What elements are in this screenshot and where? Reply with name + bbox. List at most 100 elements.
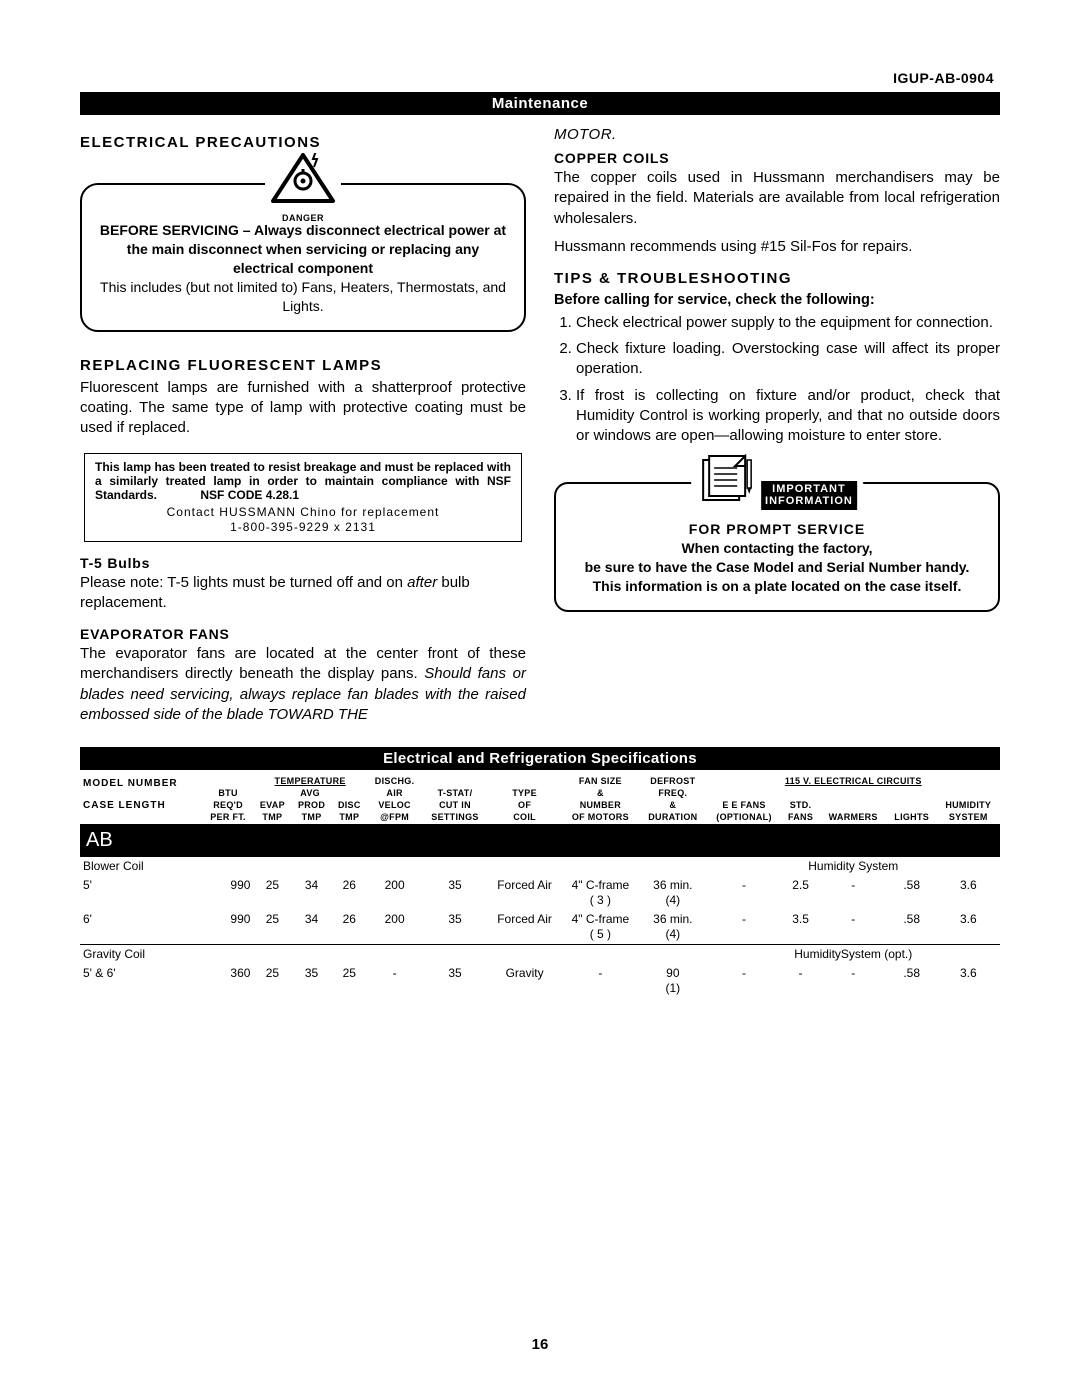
h-temp: Temperature [253,776,366,788]
t5-a: Please note: T-5 lights must be turned o… [80,574,407,591]
spec-cell: .58 [887,876,937,910]
spec-thead: Model Number Case Length Temperature Dis… [80,776,1000,824]
left-column: ELECTRICAL PRECAUTIONS DANGER BEFORE SER… [80,125,526,725]
section-label: Gravity Coil [80,944,707,964]
h-ofm: of Motors [562,812,640,824]
danger-bold-text: BEFORE SERVICING – Always disconnect ele… [98,221,508,278]
h-fan: Fan Size [562,776,640,788]
spec-cell: .58 [887,910,937,945]
danger-box: DANGER BEFORE SERVICING – Always disconn… [80,183,526,331]
spec-table: Model Number Case Length Temperature Dis… [80,776,1000,998]
spec-cell: .58 [887,964,937,998]
h-air: Air [367,788,423,800]
spec-cell: - [707,910,782,945]
spec-cell: 4" C-frame ( 5 ) [562,910,640,945]
h-std: Std. [782,800,820,812]
h-of: of [488,800,562,812]
spec-cell: 3.5 [782,910,820,945]
h-lights: Lights [887,812,937,824]
spec-cell: 90 (1) [639,964,706,998]
h-dur: Duration [639,812,706,824]
h-tmp3: Tmp [332,812,367,824]
h-fans: Fans [782,812,820,824]
spec-cell: 25 [332,964,367,998]
h-eef: E E Fans [707,800,782,812]
spec-cell: - [367,964,423,998]
spec-cell: 3.6 [937,910,1000,945]
h-warm: Warmers [820,812,887,824]
spec-cell: 990 [203,876,254,910]
spec-cell: - [820,876,887,910]
h-disc: Disc [332,800,367,812]
h-opt: (Optional) [707,812,782,824]
copper-body2: Hussmann recommends using #15 Sil-Fos fo… [554,237,1000,257]
h-elec: 115 V. Electrical Circuits [707,776,1000,788]
ab-row: AB [80,824,1000,857]
section-label: Blower Coil [80,857,707,876]
tips-heading: TIPS & TROUBLESHOOTING [554,269,1000,289]
contact-line1: Contact HUSSMANN Chino for replacement [167,505,440,519]
spec-cell: - [562,964,640,998]
spec-cell: 34 [291,910,332,945]
spec-cell: 35 [422,964,487,998]
lamps-body: Fluorescent lamps are furnished with a s… [80,378,526,439]
spec-cell: 26 [332,910,367,945]
spec-cell: 26 [332,876,367,910]
info-body: When contacting the factory, be sure to … [570,539,984,596]
tip-3: If frost is collecting on fixture and/or… [576,386,1000,447]
h-tstat: T-Stat/ [422,788,487,800]
spec-cell: 200 [367,910,423,945]
spec-cell: - [820,964,887,998]
spec-cell: 990 [203,910,254,945]
spec-cell: 35 [422,876,487,910]
spec-cell: 35 [291,964,332,998]
h-set: Settings [422,812,487,824]
spec-cell: 2.5 [782,876,820,910]
info-label-box: IMPORTANT INFORMATION [761,481,857,509]
maintenance-bar: Maintenance [80,92,1000,115]
spec-cell: - [707,876,782,910]
spec-cell: 25 [253,876,291,910]
spec-cell: 3.6 [937,876,1000,910]
nsf-code: NSF CODE 4.28.1 [200,488,299,502]
spec-cell: 36 min. (4) [639,910,706,945]
spec-cell: Forced Air [488,876,562,910]
h-cutin: Cut In [422,800,487,812]
spec-cell: 5' [80,876,203,910]
h-case: Case Length [83,800,166,811]
lamp-notice-box: This lamp has been treated to resist bre… [84,453,522,542]
spec-cell: 5' & 6' [80,964,203,998]
info-prompt: FOR PROMPT SERVICE [570,520,984,539]
spec-cell: 3.6 [937,964,1000,998]
spec-tbody: ABBlower CoilHumidity System5'9902534262… [80,824,1000,998]
t5-body: Please note: T-5 lights must be turned o… [80,573,526,614]
h-amp2: & [639,800,706,812]
spec-cell: Forced Air [488,910,562,945]
info-box: IMPORTANT INFORMATION FOR PROMPT SERVICE… [554,482,1000,612]
h-num: Number [562,800,640,812]
lamp-notice-bold: This lamp has been treated to resist bre… [95,460,511,503]
spec-cell: 360 [203,964,254,998]
spec-cell: 25 [253,910,291,945]
h-prod: Prod [291,800,332,812]
h-coil: Coil [488,812,562,824]
spec-cell: Gravity [488,964,562,998]
info-label1: IMPORTANT [772,483,846,495]
spec-cell: 35 [422,910,487,945]
lamps-heading: REPLACING FLUORESCENT LAMPS [80,356,526,376]
h-model: Model Number [83,778,178,789]
precautions-heading: ELECTRICAL PRECAUTIONS [80,133,526,153]
h-dischg: Dischg. [367,776,423,788]
h-veloc: Veloc [367,800,423,812]
section-note: Humidity System [707,857,1000,876]
h-freq: Freq. [639,788,706,800]
lamp-contact: Contact HUSSMANN Chino for replacement 1… [95,505,511,535]
h-def: Defrost [639,776,706,788]
doc-id: IGUP-AB-0904 [80,70,1000,86]
t5-heading: T-5 Bulbs [80,554,526,573]
evap-body: The evaporator fans are located at the c… [80,644,526,725]
spec-cell: - [820,910,887,945]
h-fpm: @FPM [367,812,423,824]
spec-cell: 200 [367,876,423,910]
tip-2: Check fixture loading. Overstocking case… [576,339,1000,380]
